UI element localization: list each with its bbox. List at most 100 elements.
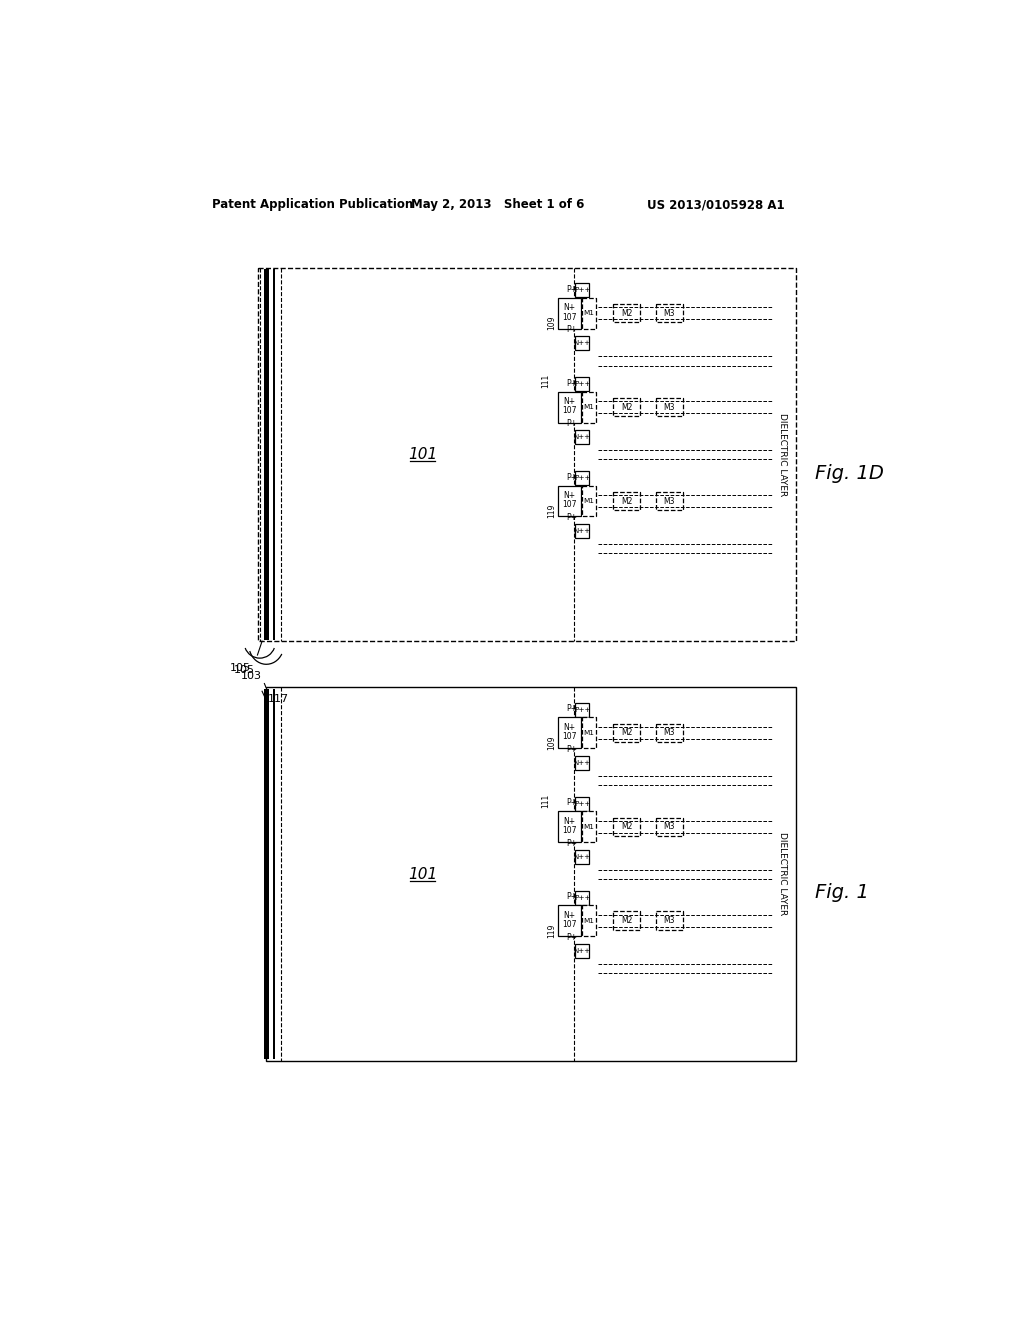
- Text: M2: M2: [621, 496, 633, 506]
- Text: M3: M3: [664, 403, 675, 412]
- Bar: [613, 817, 640, 836]
- Text: P++: P++: [573, 706, 591, 713]
- Bar: [583, 906, 596, 936]
- Text: N++: N++: [573, 948, 591, 954]
- Text: P+: P+: [566, 933, 577, 942]
- Text: P+: P+: [566, 513, 577, 523]
- Bar: [613, 492, 640, 511]
- Text: 101: 101: [408, 867, 437, 882]
- Text: P+: P+: [566, 473, 577, 482]
- Bar: [613, 911, 640, 929]
- Bar: [613, 304, 640, 322]
- Text: N++: N++: [573, 760, 591, 766]
- Bar: [583, 392, 596, 422]
- Text: M2: M2: [621, 309, 633, 318]
- Bar: [613, 723, 640, 742]
- Text: 107: 107: [562, 407, 577, 416]
- Text: P+: P+: [566, 892, 577, 902]
- Text: 101: 101: [408, 447, 437, 462]
- Bar: [263, 269, 269, 640]
- Bar: [655, 911, 683, 929]
- Bar: [583, 718, 596, 748]
- Text: M3: M3: [664, 496, 675, 506]
- Bar: [575, 944, 589, 958]
- Text: M3: M3: [664, 916, 675, 925]
- Text: N++: N++: [573, 854, 591, 859]
- Bar: [655, 817, 683, 836]
- Text: DIELECTRIC LAYER: DIELECTRIC LAYER: [777, 413, 786, 496]
- Bar: [583, 298, 596, 329]
- Bar: [558, 486, 582, 516]
- Text: 107: 107: [562, 826, 577, 836]
- Text: P+: P+: [566, 285, 577, 293]
- Text: M1: M1: [584, 404, 595, 411]
- Bar: [258, 268, 796, 642]
- Text: 107: 107: [562, 733, 577, 741]
- Text: 109: 109: [548, 735, 556, 750]
- Text: 105: 105: [229, 663, 251, 673]
- Text: M1: M1: [584, 730, 595, 735]
- Text: M2: M2: [621, 822, 633, 832]
- Bar: [273, 689, 275, 1059]
- Text: M3: M3: [664, 309, 675, 318]
- Text: 103: 103: [241, 672, 262, 681]
- Bar: [263, 689, 269, 1059]
- Text: N+: N+: [563, 304, 575, 313]
- Text: 105: 105: [234, 665, 255, 676]
- Text: 107: 107: [562, 920, 577, 929]
- Text: 111: 111: [542, 374, 550, 388]
- Text: M1: M1: [584, 498, 595, 504]
- Text: P+: P+: [566, 840, 577, 847]
- Bar: [575, 337, 589, 350]
- Text: M2: M2: [621, 916, 633, 925]
- Text: M1: M1: [584, 824, 595, 830]
- Bar: [655, 723, 683, 742]
- Bar: [575, 702, 589, 717]
- Text: Patent Application Publication: Patent Application Publication: [212, 198, 413, 211]
- Text: 107: 107: [562, 313, 577, 322]
- Bar: [613, 397, 640, 416]
- Text: M1: M1: [584, 917, 595, 924]
- Text: P+: P+: [566, 379, 577, 388]
- Bar: [266, 688, 796, 1061]
- Bar: [575, 284, 589, 297]
- Text: N++: N++: [573, 528, 591, 535]
- Text: P++: P++: [573, 801, 591, 807]
- Bar: [273, 269, 275, 640]
- Bar: [655, 304, 683, 322]
- Text: P+: P+: [566, 705, 577, 713]
- Text: 109: 109: [548, 315, 556, 330]
- Text: P+: P+: [566, 326, 577, 334]
- Text: N++: N++: [573, 341, 591, 346]
- Text: M2: M2: [621, 403, 633, 412]
- Text: Fig. 1: Fig. 1: [815, 883, 869, 903]
- Text: 119: 119: [548, 504, 556, 517]
- Text: DIELECTRIC LAYER: DIELECTRIC LAYER: [777, 833, 786, 916]
- Bar: [575, 378, 589, 391]
- Bar: [558, 718, 582, 748]
- Text: May 2, 2013   Sheet 1 of 6: May 2, 2013 Sheet 1 of 6: [411, 198, 585, 211]
- Bar: [558, 298, 582, 329]
- Text: P++: P++: [573, 895, 591, 900]
- Text: 117: 117: [267, 694, 289, 704]
- Text: 107: 107: [562, 500, 577, 510]
- Text: P++: P++: [573, 381, 591, 387]
- Text: P++: P++: [573, 286, 591, 293]
- Text: N++: N++: [573, 434, 591, 440]
- Text: P+: P+: [566, 799, 577, 808]
- Text: P+: P+: [566, 420, 577, 429]
- Bar: [575, 756, 589, 770]
- Bar: [558, 812, 582, 842]
- Text: M3: M3: [664, 822, 675, 832]
- Text: N+: N+: [563, 817, 575, 826]
- Bar: [575, 471, 589, 484]
- Text: M3: M3: [664, 729, 675, 738]
- Text: 119: 119: [548, 923, 556, 937]
- Bar: [558, 392, 582, 422]
- Text: 111: 111: [542, 793, 550, 808]
- Bar: [558, 906, 582, 936]
- Bar: [583, 812, 596, 842]
- Text: Fig. 1D: Fig. 1D: [815, 463, 885, 483]
- Text: M2: M2: [621, 729, 633, 738]
- Bar: [655, 492, 683, 511]
